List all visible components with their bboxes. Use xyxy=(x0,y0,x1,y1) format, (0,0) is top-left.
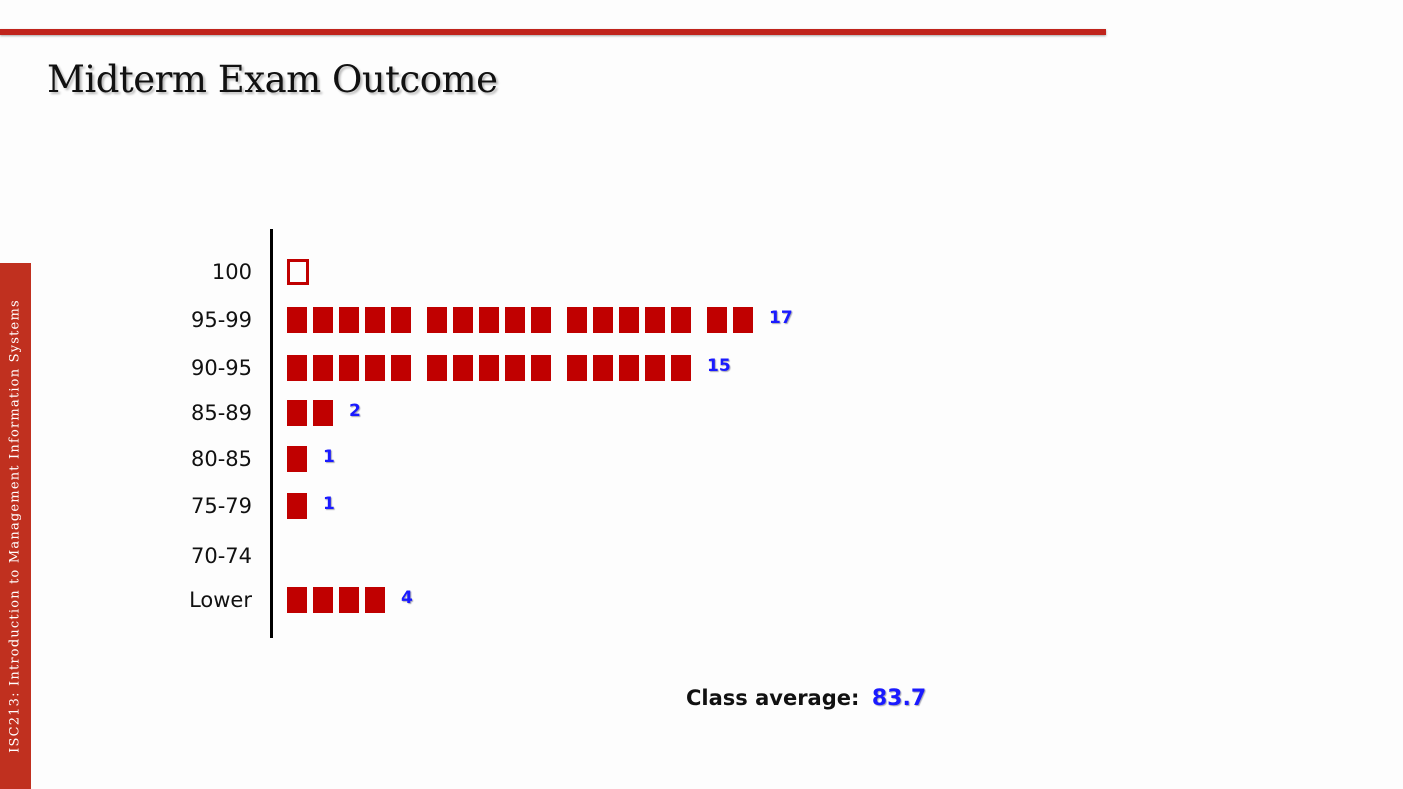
tally-square xyxy=(707,307,727,333)
count-label: 1 xyxy=(323,447,335,467)
tally-square xyxy=(287,446,307,472)
class-average: Class average: 83.7 xyxy=(686,686,926,711)
tally-square xyxy=(619,307,639,333)
tally-square xyxy=(391,307,411,333)
tally-square xyxy=(531,355,551,381)
category-label: 75-79 xyxy=(190,494,252,518)
tally-square xyxy=(593,355,613,381)
side-band: ISC213: Introduction to Management Infor… xyxy=(0,263,31,789)
tally-square xyxy=(391,355,411,381)
tally-square xyxy=(339,355,359,381)
category-label: 70-74 xyxy=(190,544,252,568)
y-axis-line xyxy=(270,229,273,638)
tally-square xyxy=(479,355,499,381)
tally-square xyxy=(619,355,639,381)
top-rule xyxy=(0,29,1106,35)
course-label: ISC213: Introduction to Management Infor… xyxy=(7,299,23,753)
category-label: 80-85 xyxy=(190,447,252,471)
category-label: Lower xyxy=(189,588,252,612)
tally-square xyxy=(339,587,359,613)
tally-square xyxy=(593,307,613,333)
tally-square xyxy=(505,307,525,333)
tally-square xyxy=(567,355,587,381)
tally-square xyxy=(313,400,333,426)
tally-square xyxy=(365,307,385,333)
class-average-label: Class average: xyxy=(686,686,860,710)
tally-square xyxy=(313,355,333,381)
category-label: 100 xyxy=(211,260,252,284)
tally-square xyxy=(287,307,307,333)
class-average-value: 83.7 xyxy=(871,686,927,711)
empty-marker xyxy=(287,259,309,285)
slide-title: Midterm Exam Outcome xyxy=(47,58,498,101)
tally-square xyxy=(427,355,447,381)
tally-square xyxy=(453,307,473,333)
category-label: 85-89 xyxy=(190,401,252,425)
tally-square xyxy=(671,355,691,381)
tally-square xyxy=(313,307,333,333)
tally-square xyxy=(287,400,307,426)
tally-square xyxy=(365,587,385,613)
tally-square xyxy=(671,307,691,333)
category-label: 90-95 xyxy=(190,356,252,380)
tally-square xyxy=(645,355,665,381)
tally-square xyxy=(287,587,307,613)
category-label: 95-99 xyxy=(190,308,252,332)
tally-square xyxy=(645,307,665,333)
count-label: 4 xyxy=(401,588,413,608)
count-label: 17 xyxy=(769,308,793,328)
tally-square xyxy=(567,307,587,333)
tally-square xyxy=(531,307,551,333)
tally-square xyxy=(313,587,333,613)
tally-square xyxy=(365,355,385,381)
tally-square xyxy=(479,307,499,333)
count-label: 15 xyxy=(707,356,731,376)
tally-square xyxy=(427,307,447,333)
count-label: 1 xyxy=(323,494,335,514)
tally-square xyxy=(287,355,307,381)
tally-square xyxy=(339,307,359,333)
tally-square xyxy=(287,493,307,519)
tally-square xyxy=(733,307,753,333)
tally-square xyxy=(505,355,525,381)
tally-square xyxy=(453,355,473,381)
count-label: 2 xyxy=(349,401,361,421)
